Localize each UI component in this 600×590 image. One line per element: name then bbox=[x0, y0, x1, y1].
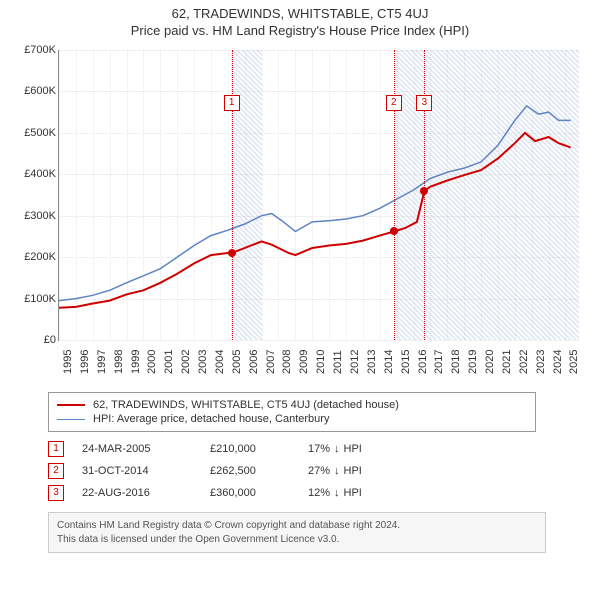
x-axis-label: 2021 bbox=[501, 358, 513, 374]
y-axis-label: £100K bbox=[12, 293, 56, 305]
transaction-rel-label: HPI bbox=[344, 487, 362, 499]
x-axis-label: 2024 bbox=[552, 358, 564, 374]
transaction-vs-hpi: 17% ↓ HPI bbox=[308, 443, 408, 455]
x-axis-label: 2011 bbox=[332, 358, 344, 374]
chart-titles: 62, TRADEWINDS, WHITSTABLE, CT5 4UJ Pric… bbox=[0, 0, 600, 38]
transaction-vs-hpi: 27% ↓ HPI bbox=[308, 465, 408, 477]
y-axis-label: £600K bbox=[12, 85, 56, 97]
sale-marker-line bbox=[394, 50, 395, 340]
x-axis-label: 2006 bbox=[248, 358, 260, 374]
transaction-badge: 2 bbox=[48, 463, 64, 479]
legend-label: HPI: Average price, detached house, Cant… bbox=[93, 413, 329, 425]
transaction-row: 3 22-AUG-2016 £360,000 12% ↓ HPI bbox=[48, 482, 518, 504]
x-axis-label: 1996 bbox=[79, 358, 91, 374]
y-axis-label: £700K bbox=[12, 44, 56, 56]
transaction-row: 2 31-OCT-2014 £262,500 27% ↓ HPI bbox=[48, 460, 518, 482]
attribution-line-2: This data is licensed under the Open Gov… bbox=[57, 533, 537, 547]
sale-marker-dot bbox=[420, 187, 428, 195]
transaction-date: 31-OCT-2014 bbox=[82, 465, 192, 477]
x-axis-label: 2008 bbox=[281, 358, 293, 374]
transaction-badge: 1 bbox=[48, 441, 64, 457]
x-axis-label: 2010 bbox=[315, 358, 327, 374]
arrow-down-icon: ↓ bbox=[334, 465, 340, 477]
x-axis-label: 2002 bbox=[180, 358, 192, 374]
transaction-price: £210,000 bbox=[210, 443, 290, 455]
x-axis-label: 2012 bbox=[349, 358, 361, 374]
chart-area: 1 23 £0 £100K £200K £300K £400K £500K £600K £700… bbox=[10, 44, 590, 384]
x-axis-label: 2015 bbox=[400, 358, 412, 374]
sale-marker-line bbox=[232, 50, 233, 340]
legend: 62, TRADEWINDS, WHITSTABLE, CT5 4UJ (det… bbox=[48, 392, 536, 432]
attribution-footer: Contains HM Land Registry data © Crown c… bbox=[48, 512, 546, 553]
transaction-rel-label: HPI bbox=[344, 465, 362, 477]
x-axis-label: 1995 bbox=[62, 358, 74, 374]
x-axis-label: 2014 bbox=[383, 358, 395, 374]
x-axis-label: 2023 bbox=[535, 358, 547, 374]
x-axis-label: 2003 bbox=[197, 358, 209, 374]
x-axis-label: 2019 bbox=[467, 358, 479, 374]
transaction-price: £262,500 bbox=[210, 465, 290, 477]
transaction-date: 24-MAR-2005 bbox=[82, 443, 192, 455]
transaction-row: 1 24-MAR-2005 £210,000 17% ↓ HPI bbox=[48, 438, 518, 460]
transaction-vs-hpi: 12% ↓ HPI bbox=[308, 487, 408, 499]
transaction-price: £360,000 bbox=[210, 487, 290, 499]
x-axis-label: 1999 bbox=[130, 358, 142, 374]
legend-item: 62, TRADEWINDS, WHITSTABLE, CT5 4UJ (det… bbox=[57, 398, 527, 412]
y-axis-label: £200K bbox=[12, 251, 56, 263]
arrow-down-icon: ↓ bbox=[334, 443, 340, 455]
gridline-h bbox=[59, 340, 579, 341]
x-axis-label: 2016 bbox=[417, 358, 429, 374]
x-axis-label: 2018 bbox=[450, 358, 462, 374]
arrow-down-icon: ↓ bbox=[334, 487, 340, 499]
x-axis-label: 1997 bbox=[96, 358, 108, 374]
transaction-rel-pct: 12% bbox=[308, 487, 330, 499]
x-axis-label: 2000 bbox=[146, 358, 158, 374]
x-axis-label: 2013 bbox=[366, 358, 378, 374]
transaction-badge: 3 bbox=[48, 485, 64, 501]
sale-marker-badge: 3 bbox=[416, 95, 432, 111]
y-axis-label: £300K bbox=[12, 210, 56, 222]
transaction-rel-label: HPI bbox=[344, 443, 362, 455]
x-axis-label: 2017 bbox=[433, 358, 445, 374]
x-axis-label: 2005 bbox=[231, 358, 243, 374]
x-axis-label: 2009 bbox=[298, 358, 310, 374]
series-hpi bbox=[59, 106, 571, 301]
x-axis-label: 2001 bbox=[163, 358, 175, 374]
sale-marker-dot bbox=[228, 249, 236, 257]
y-axis-label: £0 bbox=[12, 334, 56, 346]
x-axis-label: 2025 bbox=[568, 358, 580, 374]
legend-swatch bbox=[57, 404, 85, 406]
legend-swatch bbox=[57, 419, 85, 420]
legend-label: 62, TRADEWINDS, WHITSTABLE, CT5 4UJ (det… bbox=[93, 399, 399, 411]
transaction-rel-pct: 17% bbox=[308, 443, 330, 455]
x-axis-label: 1998 bbox=[113, 358, 125, 374]
sale-marker-dot bbox=[390, 227, 398, 235]
series-property bbox=[59, 133, 571, 308]
x-axis-label: 2020 bbox=[484, 358, 496, 374]
plot-region: 1 23 bbox=[58, 50, 579, 341]
sale-marker-line bbox=[424, 50, 425, 340]
chart-title-sub: Price paid vs. HM Land Registry's House … bbox=[0, 21, 600, 38]
y-axis-label: £400K bbox=[12, 168, 56, 180]
chart-title-address: 62, TRADEWINDS, WHITSTABLE, CT5 4UJ bbox=[0, 6, 600, 21]
x-axis-label: 2007 bbox=[265, 358, 277, 374]
x-axis-label: 2004 bbox=[214, 358, 226, 374]
legend-item: HPI: Average price, detached house, Cant… bbox=[57, 412, 527, 426]
x-axis-label: 2022 bbox=[518, 358, 530, 374]
y-axis-label: £500K bbox=[12, 127, 56, 139]
sale-marker-badge: 2 bbox=[386, 95, 402, 111]
series-svg bbox=[59, 50, 579, 340]
sale-marker-badge: 1 bbox=[224, 95, 240, 111]
transaction-rel-pct: 27% bbox=[308, 465, 330, 477]
attribution-line-1: Contains HM Land Registry data © Crown c… bbox=[57, 519, 537, 533]
transactions-table: 1 24-MAR-2005 £210,000 17% ↓ HPI 2 31-OCT-2014 £… bbox=[48, 438, 518, 504]
transaction-date: 22-AUG-2016 bbox=[82, 487, 192, 499]
